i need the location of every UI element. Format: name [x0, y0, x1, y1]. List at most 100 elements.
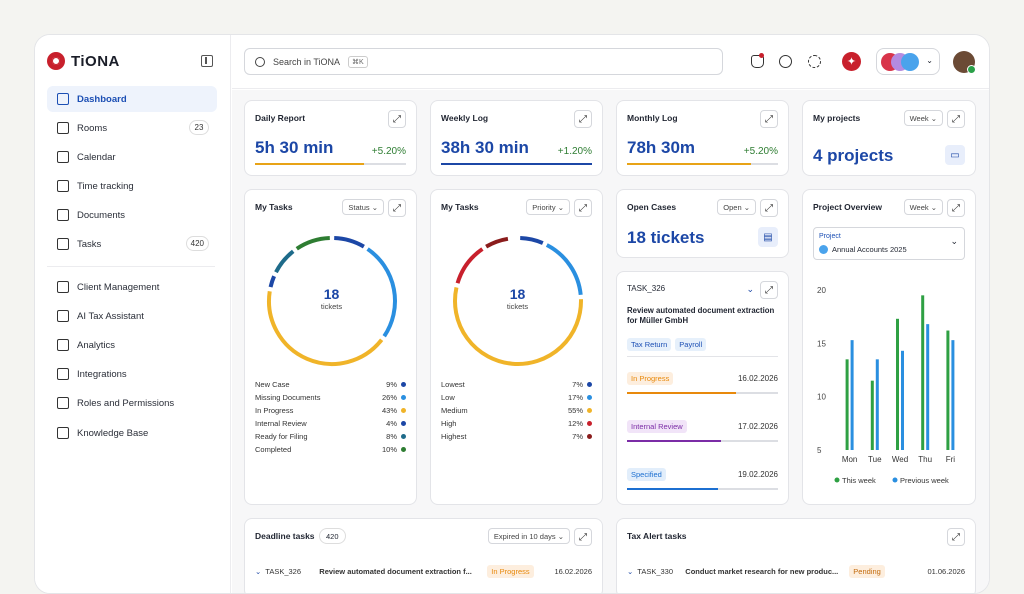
legend-row: Internal Review 4%: [255, 417, 406, 430]
expand-icon[interactable]: ⤢: [574, 110, 592, 128]
expand-icon[interactable]: ⤢: [947, 528, 965, 546]
calendar-icon: [57, 151, 69, 163]
sidebar-item-calendar[interactable]: Calendar: [47, 144, 217, 170]
organization-switcher[interactable]: ⌄: [876, 48, 940, 75]
expand-icon[interactable]: ⤢: [760, 110, 778, 128]
week-filter-dropdown[interactable]: Week ⌄: [903, 110, 943, 126]
sidebar-item-client-management[interactable]: Client Management: [47, 274, 217, 300]
legend-dot: [587, 434, 592, 439]
expand-icon[interactable]: ⤢: [947, 199, 965, 217]
gear-icon[interactable]: [808, 55, 821, 68]
legend-row: Low 17%: [441, 391, 592, 404]
expand-icon[interactable]: ⤢: [574, 199, 592, 217]
folder-icon[interactable]: ▭: [945, 145, 965, 165]
legend-label: Internal Review: [255, 419, 307, 428]
expand-icon[interactable]: ⤢: [388, 199, 406, 217]
task-detail-card[interactable]: TASK_326 ⌄ ⤢ Review automated document e…: [616, 271, 789, 505]
bar-this-week: [845, 359, 849, 450]
task-id: TASK_326: [627, 284, 666, 293]
search-placeholder: Search in TiONA: [273, 56, 341, 67]
progress-fill: [627, 392, 736, 394]
donut-segment: [545, 243, 583, 296]
chevron-down-icon: ⌄: [950, 236, 958, 246]
users-icon: [57, 397, 69, 409]
building-icon: [57, 281, 69, 293]
task-icon: [57, 238, 69, 250]
progress-bar: [441, 163, 592, 165]
notification-dot: [759, 53, 764, 58]
app-window: TiONA Dashboard Rooms 23 Calendar Time track…: [34, 34, 990, 594]
legend-value: 43%: [381, 406, 397, 415]
expand-icon[interactable]: ⤢: [574, 528, 592, 546]
card-title: My Tasks: [441, 202, 479, 212]
collapse-sidebar-icon[interactable]: [201, 55, 213, 67]
expand-icon[interactable]: ⤢: [947, 110, 965, 128]
sidebar-item-label: AI Tax Assistant: [77, 310, 144, 322]
sidebar-item-label: Analytics: [77, 339, 116, 351]
sidebar-item-time-tracking[interactable]: Time tracking: [47, 173, 217, 199]
priority-lowest-icon: ⌄: [746, 284, 754, 294]
status-legend: New Case 9% Missing Documents 26% In Progres…: [255, 378, 406, 456]
sidebar-item-knowledge-base[interactable]: Knowledge Base: [47, 420, 217, 446]
sidebar-item-documents[interactable]: Documents: [47, 202, 217, 228]
legend-label: Completed: [255, 445, 292, 454]
count-badge: 420: [185, 236, 209, 251]
plug-icon: [57, 368, 69, 380]
legend-value: 17%: [567, 393, 583, 402]
headset-icon[interactable]: [779, 55, 792, 68]
expand-icon[interactable]: ⤢: [760, 199, 778, 217]
expand-icon[interactable]: ⤢: [388, 110, 406, 128]
donut-unit: tickets: [320, 302, 343, 311]
legend-dot: [587, 421, 592, 426]
sidebar-item-integrations[interactable]: Integrations: [47, 361, 217, 387]
search-input[interactable]: Search in TiONA ⌘K: [244, 48, 723, 75]
expand-icon[interactable]: ⤢: [760, 281, 778, 299]
sidebar-item-roles-and-permissions[interactable]: Roles and Permissions: [47, 390, 217, 416]
table-row[interactable]: ⌄ TASK_326 Review automated document ext…: [255, 565, 592, 578]
legend-row: Medium 55%: [441, 404, 592, 417]
filter-label: Week: [909, 202, 929, 212]
open-filter-dropdown[interactable]: Open ⌄: [717, 199, 756, 215]
expiry-filter-dropdown[interactable]: Expired in 10 days ⌄: [487, 528, 570, 544]
status-filter-dropdown[interactable]: Status ⌄: [342, 199, 384, 215]
daily-value: 5h 30 min: [255, 138, 334, 157]
week-filter-dropdown[interactable]: Week ⌄: [903, 199, 943, 215]
chart-icon: [57, 339, 69, 351]
ticket-icon[interactable]: ▤: [758, 227, 778, 247]
card-title: Weekly Log: [441, 113, 489, 123]
weekly-change: +1.20%: [557, 146, 592, 157]
progress-bar: [627, 163, 778, 165]
task-title: Conduct market research for new produc..…: [685, 567, 839, 576]
donut-segment: [485, 236, 509, 249]
monthly-log-card: Monthly Log ⤢ 78h 30m +5.20%: [616, 100, 789, 176]
deadline-tasks-card: Deadline tasks 420 Expired in 10 days ⌄ …: [244, 518, 603, 593]
ai-assistant-button[interactable]: ✦: [842, 52, 861, 71]
sidebar-item-label: Roles and Permissions: [77, 397, 175, 409]
y-tick-label: 10: [817, 393, 826, 402]
status-date: 16.02.2026: [737, 374, 778, 383]
table-row[interactable]: ⌄ TASK_330 Conduct market research for n…: [627, 565, 965, 578]
status-progress: [627, 392, 778, 394]
legend-label: In Progress: [255, 406, 294, 415]
card-title: Open Cases: [627, 202, 677, 212]
sidebar-item-tasks[interactable]: Tasks 420: [47, 231, 217, 257]
bar-this-week: [870, 380, 874, 450]
priority-donut-chart: [453, 236, 583, 366]
priority-lowest-icon: ⌄: [255, 567, 262, 576]
user-avatar[interactable]: [953, 51, 976, 74]
brand-logo[interactable]: TiONA: [47, 52, 120, 70]
priority-filter-dropdown[interactable]: Priority ⌄: [526, 199, 570, 215]
count-badge: 23: [189, 120, 209, 135]
legend-label: Medium: [441, 406, 468, 415]
legend-value: 26%: [381, 393, 397, 402]
project-select[interactable]: Project Annual Accounts 2025 ⌄: [813, 227, 965, 260]
bell-icon[interactable]: [751, 55, 764, 68]
sidebar-item-ai-tax-assistant[interactable]: AI Tax Assistant: [47, 303, 217, 329]
sidebar-item-analytics[interactable]: Analytics: [47, 332, 217, 358]
sidebar-item-label: Integrations: [77, 368, 127, 380]
card-title: Deadline tasks: [255, 531, 315, 541]
sidebar-item-dashboard[interactable]: Dashboard: [47, 86, 217, 112]
legend-row: Missing Documents 26%: [255, 391, 406, 404]
legend-dot: [587, 395, 592, 400]
sidebar-item-rooms[interactable]: Rooms 23: [47, 115, 217, 141]
